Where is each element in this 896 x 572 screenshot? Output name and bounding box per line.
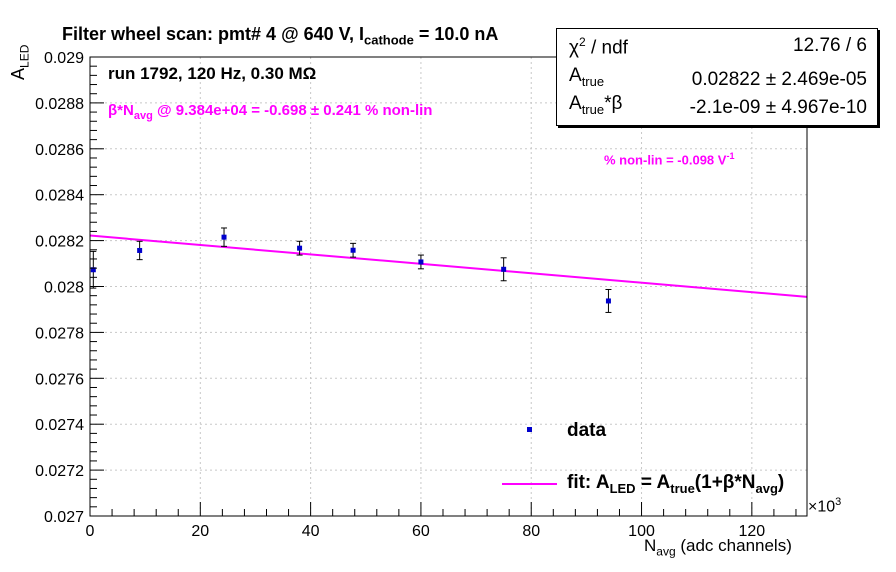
fit-series: [89, 234, 808, 298]
legend-data-marker: [527, 427, 532, 432]
nonlin-annotation: β*Navg @ 9.384e+04 = -0.698 ± 0.241 % no…: [108, 102, 433, 122]
x-tick-label: 100: [628, 523, 655, 540]
data-point: [350, 247, 356, 253]
y-tick-label: 0.027: [44, 509, 84, 526]
stats-atrue-beta-label: Atrue*β: [569, 93, 623, 117]
fit-stats-box: χ2 / ndf 12.76 / 6 Atrue 0.02822 ± 2.469…: [556, 28, 878, 126]
legend-marks: [502, 427, 557, 485]
x-tick-label: 60: [412, 523, 430, 540]
stats-atrue-value: 0.02822 ± 2.469e-05: [691, 69, 867, 90]
data-point: [90, 267, 96, 273]
y-tick-label: 0.0278: [35, 325, 84, 342]
y-tick-label: 0.0276: [35, 371, 84, 388]
data-series: [90, 227, 612, 313]
data-point: [137, 247, 143, 253]
run-annotation: run 1792, 120 Hz, 0.30 MΩ: [108, 64, 317, 83]
stats-atrue-beta-value: -2.1e-09 ± 4.967e-10: [689, 97, 867, 118]
stats-atrue-row: Atrue 0.02822 ± 2.469e-05: [569, 65, 867, 95]
data-point: [418, 259, 424, 265]
stats-chi2-row: χ2 / ndf 12.76 / 6: [569, 35, 867, 65]
y-tick-label: 0.028: [44, 280, 84, 297]
axes: 0 20 40 60 80 100 120 0.027 0.0272 0.0274 0.0276 0.…: [35, 50, 808, 540]
data-point: [501, 266, 507, 272]
y-tick-label: 0.0272: [35, 463, 84, 480]
x-tick-label: 120: [738, 523, 765, 540]
y-tick-label: 0.0274: [35, 417, 84, 434]
y-tick-label: 0.029: [44, 50, 84, 67]
stats-atrue-label: Atrue: [569, 65, 605, 89]
y-tick-label: 0.0288: [35, 96, 84, 113]
y-axis-label: ALED: [8, 44, 32, 80]
data-point: [221, 234, 227, 240]
x-tick-label: 20: [191, 523, 209, 540]
x-tick-label: 0: [86, 523, 95, 540]
x-tick-label: 80: [522, 523, 540, 540]
x-tick-label: 40: [302, 523, 320, 540]
data-point: [297, 245, 303, 251]
nonlin-voltage-annotation: % non-lin = -0.098 V-1: [604, 151, 735, 168]
stats-atrue-beta-row: Atrue*β -2.1e-09 ± 4.967e-10: [569, 93, 867, 123]
legend-data-label: data: [567, 420, 607, 441]
data-point: [605, 298, 611, 304]
stats-chi2-label: χ2 / ndf: [569, 35, 628, 59]
x-axis-multiplier: ×103: [808, 496, 842, 516]
y-tick-label: 0.0282: [35, 234, 84, 251]
y-tick-label: 0.0284: [35, 188, 84, 205]
y-tick-label: 0.0286: [35, 142, 84, 159]
x-axis-label: Navg (adc channels): [644, 536, 792, 559]
stats-chi2-value: 12.76 / 6: [793, 35, 867, 56]
legend-fit-label: fit: ALED = Atrue(1+β*Navg): [567, 472, 785, 496]
fit-line: [89, 234, 808, 298]
chart-title: Filter wheel scan: pmt# 4 @ 640 V, Icath…: [62, 24, 499, 48]
